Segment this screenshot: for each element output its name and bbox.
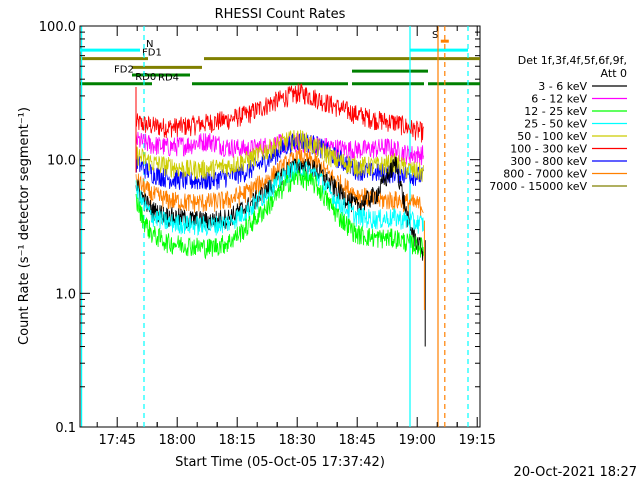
series-line xyxy=(135,131,424,166)
x-tick-label: 19:15 xyxy=(458,433,495,448)
x-tick-label: 18:30 xyxy=(278,433,315,448)
segment-label: RD4 xyxy=(158,73,179,84)
legend-header-1: Det 1f,3f,4f,5f,6f,9f, xyxy=(518,54,627,67)
data-series xyxy=(135,83,426,347)
segment-label: FD2 xyxy=(114,64,134,75)
series-line xyxy=(135,129,424,182)
x-axis-ticks: 17:45 18:00 18:15 18:30 18:45 19:00 19:15 xyxy=(96,26,496,448)
legend-entry-label: 12 - 25 keV xyxy=(524,105,587,118)
x-tick-label: 18:45 xyxy=(338,433,375,448)
plot-frame xyxy=(79,25,481,428)
legend-entry-label: 6 - 12 keV xyxy=(531,93,587,106)
legend-entry-label: 3 - 6 keV xyxy=(538,80,587,93)
legend-entry-label: 800 - 7000 keV xyxy=(503,168,587,181)
x-tick-label: 18:15 xyxy=(218,433,255,448)
vertical-markers xyxy=(80,26,469,427)
footer-date: 20-Oct-2021 18:27 xyxy=(514,465,637,480)
series-line xyxy=(135,158,424,236)
legend-header-2: Att 0 xyxy=(601,67,627,80)
series-line xyxy=(135,133,424,190)
legend-entry-label: 100 - 300 keV xyxy=(510,143,587,156)
legend-entry-label: 7000 - 15000 keV xyxy=(489,180,587,193)
series-line xyxy=(135,169,424,260)
legend: Det 1f,3f,4f,5f,6f,9f, Att 0 3 - 6 keV6 … xyxy=(489,54,627,193)
segment-label: RD0 xyxy=(135,72,156,83)
segment-label: FD1 xyxy=(142,48,162,59)
series-line xyxy=(135,83,424,143)
x-tick-label: 19:00 xyxy=(398,433,435,448)
legend-entry-label: 25 - 50 keV xyxy=(524,118,587,131)
x-axis-label: Start Time (05-Oct-05 17:37:42) xyxy=(175,455,385,470)
y-tick-label: 0.1 xyxy=(55,421,76,436)
series-line xyxy=(135,148,424,217)
legend-entry-label: 300 - 800 keV xyxy=(510,155,587,168)
segment-label: S xyxy=(432,30,438,41)
y-tick-label: 10.0 xyxy=(47,154,76,169)
legend-entry-label: 50 - 100 keV xyxy=(517,130,587,143)
chart-title: RHESSI Count Rates xyxy=(215,7,346,22)
x-tick-label: 17:45 xyxy=(98,433,135,448)
segment-label: N xyxy=(146,39,153,50)
y-axis-label: Count Rate (s⁻¹ detector segment⁻¹) xyxy=(17,107,32,345)
y-tick-label: 1.0 xyxy=(55,287,76,302)
y-tick-label: 100.0 xyxy=(39,20,76,35)
x-tick-label: 18:00 xyxy=(158,433,195,448)
y-axis-ticks: 0.1 1.0 10.0 100.0 xyxy=(39,20,480,436)
